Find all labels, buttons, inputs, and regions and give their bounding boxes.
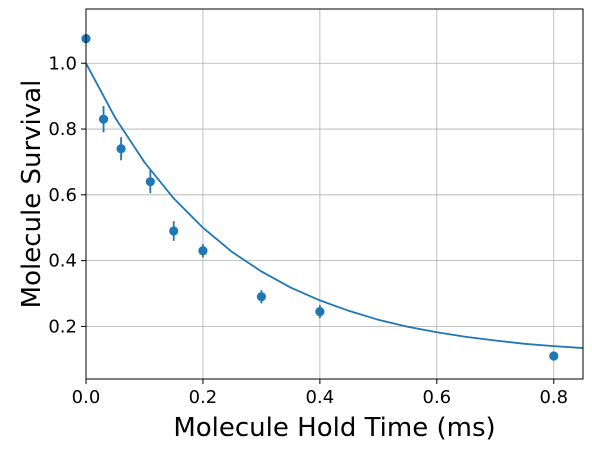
data-point [98,114,109,124]
y-tick-label: 0.4 [48,251,77,272]
grid [85,9,583,379]
fit-curve-group [85,62,584,349]
x-axis-title: Molecule Hold Time (ms) [173,413,495,443]
data-point [145,177,155,187]
plot-frame [85,8,584,380]
x-tick-label: 0.0 [72,387,101,408]
data-points-group [81,34,559,361]
x-tick-label: 0.8 [539,387,568,408]
data-point [169,226,179,236]
y-tick-label: 1.0 [48,53,77,74]
x-tick-label: 0.6 [423,387,452,408]
x-tick-label: 0.4 [306,387,335,408]
data-point [198,246,208,256]
fit-curve [85,62,584,349]
y-tick-label: 0.8 [48,119,77,140]
data-point [116,144,126,154]
data-point [315,306,325,317]
y-axis-title: Molecule Survival [17,80,47,309]
y-tick-label: 0.2 [48,316,77,337]
y-axis-ticks: 0.2 0.4 0.6 0.8 1.0 [48,53,86,337]
y-tick-label: 0.6 [48,185,77,206]
data-point [256,292,267,302]
x-axis-ticks: 0.0 0.2 0.4 0.6 0.8 [72,379,568,408]
data-point [549,351,559,361]
x-tick-label: 0.2 [189,387,218,408]
